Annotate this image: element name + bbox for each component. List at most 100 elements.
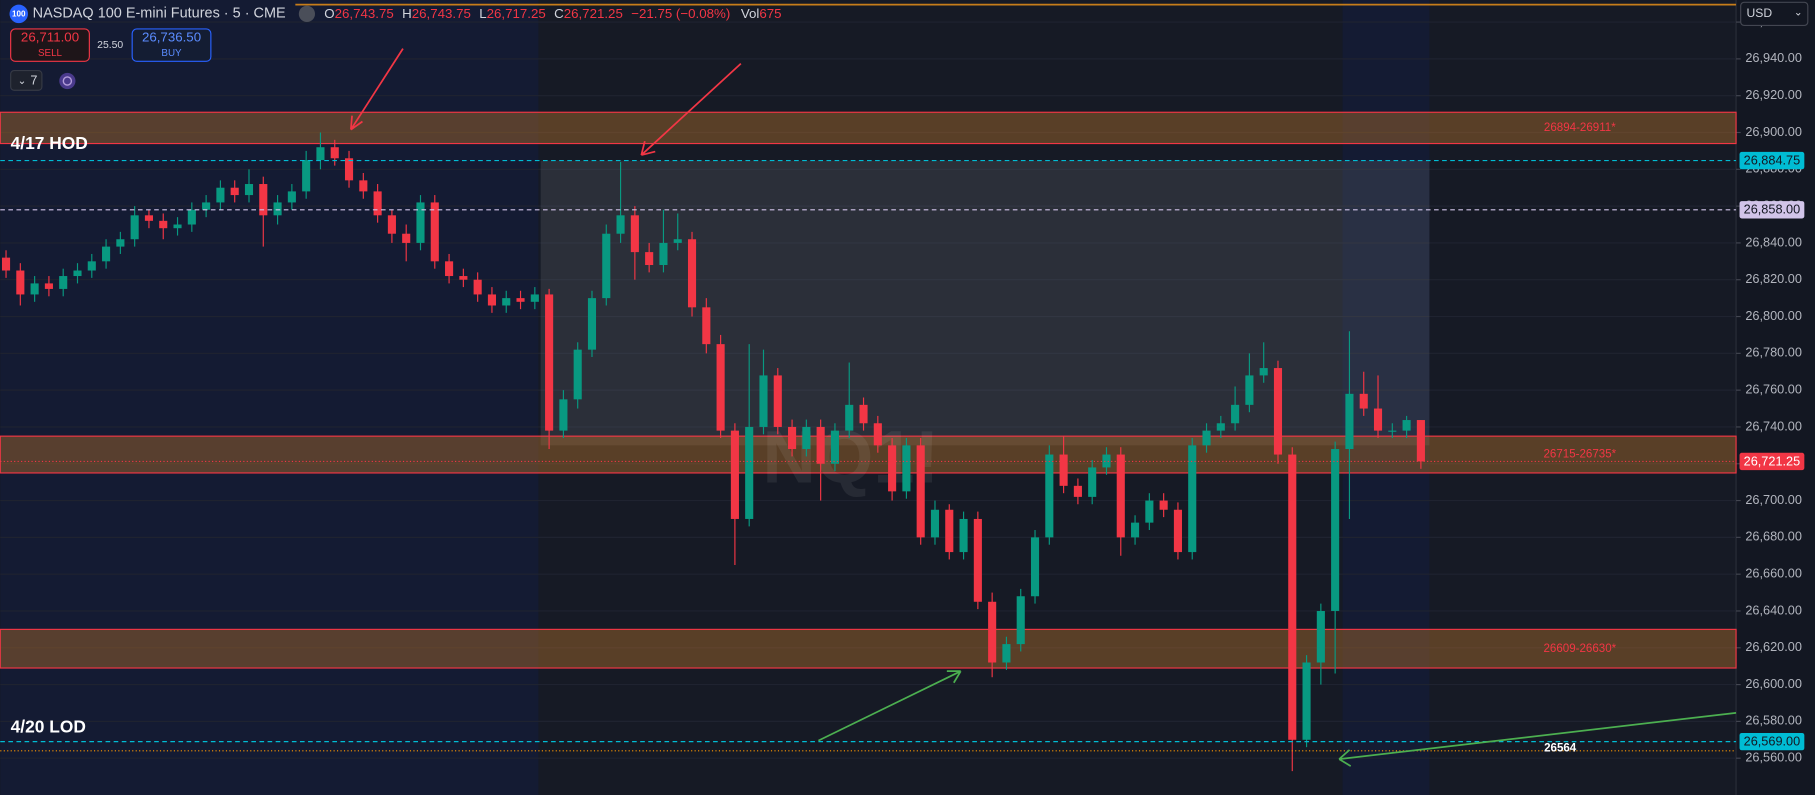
y-tick-label: 26,760.00 [1745, 381, 1802, 396]
candle-body [1345, 393, 1354, 450]
candle-body [459, 276, 468, 280]
candle-body [559, 399, 568, 431]
candle-body [845, 404, 854, 431]
candle-body [173, 224, 182, 229]
currency-select[interactable] [1740, 1, 1809, 27]
candle-body [1202, 430, 1211, 446]
candle-body [602, 233, 611, 299]
candle-body [816, 426, 825, 464]
candle-body [87, 261, 96, 271]
candle-body [1359, 393, 1368, 409]
candle-body [1, 257, 11, 271]
sync-button[interactable] [59, 72, 76, 90]
y-tick-label: 26,900.00 [1745, 124, 1802, 139]
candle-body [102, 246, 111, 262]
arrow [640, 63, 742, 156]
candle-body [473, 279, 482, 295]
price-axis [1736, 0, 1815, 795]
y-tick-label: 26,600.00 [1745, 676, 1802, 691]
y-tick-label: 26,680.00 [1745, 529, 1802, 544]
candle-body [16, 270, 25, 295]
ohlc-key: L [479, 5, 486, 20]
candle-body [930, 509, 940, 538]
buy-button[interactable] [131, 28, 212, 62]
candle-body [302, 160, 311, 192]
arrow [818, 670, 962, 742]
sync-icon [62, 76, 73, 86]
interval-dropdown[interactable] [10, 70, 43, 91]
candle-body [902, 445, 911, 492]
ohlc-value: 26,717.25 [487, 5, 546, 20]
candle-body [516, 298, 525, 302]
zone [0, 111, 1737, 145]
ohlc-key: H [402, 5, 412, 20]
ohlc-key: C [554, 5, 564, 20]
candle-body [487, 294, 496, 306]
y-tick-label: 26,660.00 [1745, 566, 1802, 581]
candle-body [1331, 449, 1340, 611]
candle-body [216, 187, 225, 203]
price-label-box [1739, 452, 1805, 471]
candle-body [773, 375, 782, 427]
candle-body [759, 375, 768, 427]
candle-body [373, 191, 382, 216]
y-tick-label: 26,840.00 [1745, 234, 1802, 249]
candle-body [416, 202, 425, 243]
price-label: 26,858.00 [1744, 202, 1801, 217]
y-tick-label: 26,700.00 [1745, 492, 1802, 507]
sell-button[interactable] [10, 28, 90, 62]
candle-body [1102, 454, 1111, 468]
candle-body [1245, 375, 1254, 405]
candle-body [344, 158, 354, 181]
candle-body [788, 426, 797, 450]
price-label-box [1739, 151, 1805, 170]
candle-body [745, 426, 754, 519]
buy-label: BUY [161, 48, 182, 59]
candle-body [1273, 368, 1283, 455]
candle-body [545, 294, 554, 431]
candle-body [330, 147, 339, 159]
candle-body [1288, 454, 1297, 740]
candle-body [687, 239, 697, 308]
candle-body [1259, 368, 1268, 376]
y-tick-label: 26,640.00 [1745, 602, 1802, 617]
range-box [540, 160, 1430, 446]
currency: USD [1746, 6, 1772, 20]
candle-body [630, 215, 639, 253]
candle-body [430, 202, 439, 262]
dropdown-caret: ⌄ [18, 76, 27, 87]
collapse-button[interactable] [298, 5, 316, 22]
candle-body [916, 445, 925, 538]
candle-body [1116, 454, 1125, 538]
candle-body [187, 209, 196, 225]
candle-body [1188, 445, 1197, 553]
y-tick-label: 26,580.00 [1745, 713, 1802, 728]
candle-body [873, 423, 882, 446]
y-tick-label: 26,920.00 [1745, 87, 1802, 102]
zone-label: 26715-26735* [1544, 449, 1617, 461]
candle-body [973, 518, 982, 602]
candle-body [445, 261, 454, 277]
candle-body [859, 404, 868, 424]
annotation: 4/17 HOD [11, 133, 88, 153]
sell-label: SELL [38, 48, 63, 59]
candle-body [287, 191, 296, 203]
price-label-box [1739, 201, 1805, 219]
arrow [1338, 711, 1737, 767]
candle-body [730, 430, 739, 519]
candle-body [1302, 662, 1311, 740]
y-tick-label: 26,740.00 [1745, 418, 1802, 433]
candle-body [59, 276, 68, 289]
interval: 7 [30, 72, 37, 87]
candle-body [502, 298, 511, 306]
zone-label: 26609-26630* [1544, 643, 1617, 655]
candle-body [73, 270, 82, 277]
candle-body [1402, 420, 1411, 431]
badge-text: 100 [12, 10, 26, 19]
y-tick-label: 26,560.00 [1745, 750, 1802, 765]
candle-body [616, 215, 625, 234]
candle-body [316, 147, 325, 161]
buy-price: 26,736.50 [142, 30, 201, 45]
candle-body [259, 184, 268, 216]
y-tick-label: 26,780.00 [1745, 345, 1802, 360]
